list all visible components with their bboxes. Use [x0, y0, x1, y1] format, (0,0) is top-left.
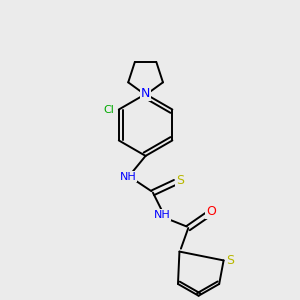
Text: NH: NH	[153, 210, 170, 220]
Text: S: S	[176, 173, 184, 187]
Text: NH: NH	[119, 172, 136, 182]
Text: N: N	[141, 87, 150, 100]
Text: S: S	[226, 254, 234, 267]
Text: Cl: Cl	[103, 104, 114, 115]
Text: O: O	[206, 205, 216, 218]
